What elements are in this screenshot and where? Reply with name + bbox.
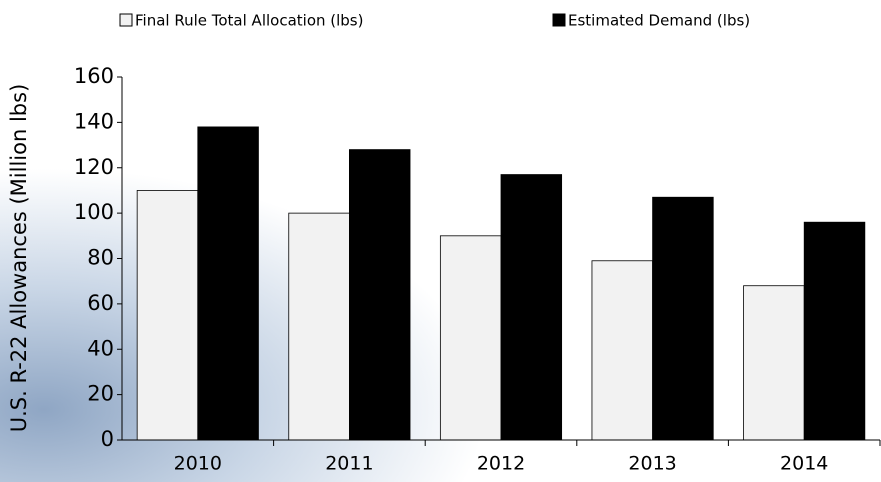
x-tick-label: 2010 <box>174 453 222 475</box>
x-tick-label: 2013 <box>628 453 676 475</box>
bar <box>197 126 259 441</box>
bar <box>591 260 654 441</box>
y-tick-label: 100 <box>74 200 114 224</box>
bar <box>288 212 350 441</box>
y-tick-label: 60 <box>87 291 114 315</box>
y-tick-label: 160 <box>74 64 114 88</box>
legend-swatch <box>552 13 566 27</box>
y-tick-label: 80 <box>87 246 114 270</box>
x-tick-label: 2012 <box>477 453 525 475</box>
x-tick-label: 2011 <box>325 453 373 475</box>
y-axis-label: U.S. R-22 Allowances (Million lbs) <box>7 84 31 433</box>
bar <box>743 285 805 441</box>
legend-label: Final Rule Total Allocation (lbs) <box>135 12 363 30</box>
bar <box>652 196 714 441</box>
legend-swatch <box>119 13 133 27</box>
bar <box>500 174 563 441</box>
bar <box>803 221 866 441</box>
y-tick-label: 120 <box>74 155 114 179</box>
y-tick-label: 140 <box>74 109 114 133</box>
y-tick-label: 0 <box>101 427 114 451</box>
x-tick-label: 2014 <box>780 453 828 475</box>
legend-label: Estimated Demand (lbs) <box>568 12 750 30</box>
y-tick-label: 20 <box>87 382 114 406</box>
y-tick-label: 40 <box>87 336 114 360</box>
bar <box>348 149 411 441</box>
bar <box>439 235 502 441</box>
bar <box>136 190 199 441</box>
